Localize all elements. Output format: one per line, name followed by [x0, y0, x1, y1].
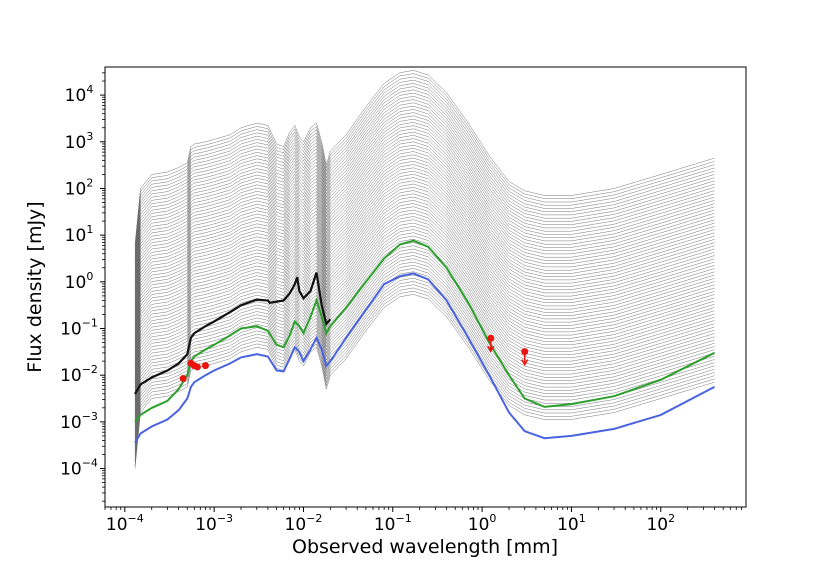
series-line [134, 272, 715, 444]
observation-point [201, 362, 209, 370]
template-curve [134, 109, 715, 284]
template-curve [134, 177, 715, 352]
template-curve [134, 115, 715, 290]
template-curve [134, 164, 715, 339]
observation-point [193, 363, 201, 371]
template-curve [134, 135, 715, 310]
y-tick-label: 102 [65, 176, 94, 199]
upper-limit-point [521, 348, 529, 356]
x-axis-ticks: 10−4 10−3 10−2 10−1 100 101 102 [104, 507, 742, 535]
series-line [134, 272, 332, 395]
x-tick-label: 101 [557, 512, 586, 535]
template-curve [134, 151, 715, 326]
template-curves [134, 70, 715, 469]
template-curve [134, 128, 715, 303]
template-curve [134, 118, 715, 294]
template-curve [134, 190, 715, 365]
template-curve [134, 167, 715, 342]
template-curve [134, 180, 715, 355]
y-tick-label: 10−4 [60, 457, 98, 480]
template-curve [134, 86, 715, 261]
x-tick-label: 10−2 [285, 512, 323, 535]
y-tick-label: 10−1 [60, 317, 98, 340]
template-curve [134, 255, 715, 430]
x-axis-label: Observed wavelength [mm] [292, 536, 558, 558]
template-curve [134, 174, 715, 349]
template-curve [134, 105, 715, 281]
template-curve [134, 287, 715, 463]
template-curve [134, 206, 715, 381]
y-tick-label: 100 [65, 270, 94, 293]
template-curve [134, 212, 715, 388]
y-tick-label: 10−3 [60, 410, 98, 433]
template-curve [134, 274, 715, 450]
template-curve [134, 216, 715, 391]
template-curve [134, 99, 715, 274]
template-curve [134, 281, 715, 456]
template-curve [134, 248, 715, 424]
plot-frame [104, 66, 747, 508]
template-curve [134, 225, 715, 401]
template-curve [134, 183, 715, 359]
y-tick-label: 103 [65, 130, 94, 153]
template-curve [134, 92, 715, 268]
template-curve [134, 200, 715, 375]
x-tick-label: 10−1 [374, 512, 412, 535]
template-curve [134, 83, 715, 258]
template-curve [134, 196, 715, 372]
y-axis-label: Flux density [mJy] [24, 201, 46, 372]
template-curve [134, 271, 715, 446]
template-curve [134, 170, 715, 346]
upper-limit-arrowhead [521, 359, 529, 367]
x-tick-label: 102 [646, 512, 675, 535]
template-curve [134, 89, 715, 265]
template-curve [134, 122, 715, 297]
y-tick-label: 104 [65, 83, 94, 106]
template-curve [134, 131, 715, 307]
template-curve [134, 125, 715, 300]
template-curve [134, 102, 715, 278]
template-curve [134, 209, 715, 385]
template-curve [134, 277, 715, 453]
template-curve [134, 157, 715, 333]
template-curve [134, 222, 715, 398]
y-tick-label: 10−2 [60, 363, 98, 386]
template-curve [134, 76, 715, 252]
model-series [134, 239, 715, 444]
template-curve [134, 235, 715, 411]
template-curve [134, 203, 715, 378]
template-curve [134, 268, 715, 443]
template-curve [134, 112, 715, 287]
template-curve [134, 96, 715, 271]
template-curve [134, 79, 715, 255]
y-axis-ticks: 10−4 10−3 10−2 10−1 100 101 102 103 104 [60, 72, 105, 502]
y-tick-label: 101 [65, 223, 94, 246]
template-curve [134, 264, 715, 440]
template-curve [134, 148, 715, 323]
template-curve [134, 238, 715, 414]
template-curve [134, 161, 715, 336]
template-curve [134, 70, 715, 245]
observations [179, 334, 529, 382]
template-curve [134, 154, 715, 329]
template-curve [134, 229, 715, 404]
template-curve [134, 187, 715, 362]
template-curve [134, 141, 715, 316]
template-curve [134, 138, 715, 313]
template-curve [134, 144, 715, 320]
template-curve [134, 73, 715, 248]
upper-limit-arrowhead [487, 345, 495, 353]
x-tick-label: 10−3 [195, 512, 233, 535]
template-curve [134, 251, 715, 427]
x-tick-label: 100 [468, 512, 497, 535]
upper-limit-point [487, 334, 495, 342]
x-tick-label: 10−4 [106, 512, 144, 535]
template-curve [134, 245, 715, 420]
series-line [134, 239, 715, 423]
template-curve [134, 193, 715, 368]
template-curve [134, 242, 715, 417]
observation-point [179, 374, 187, 382]
template-curve [134, 219, 715, 394]
